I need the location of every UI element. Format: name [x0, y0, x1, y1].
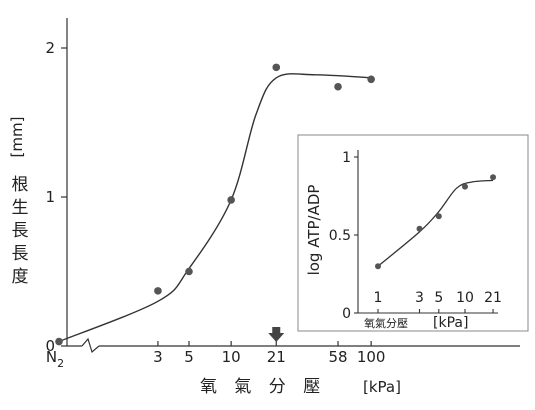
- x-tick-label: 100: [357, 348, 386, 366]
- x-tick-label: 5: [184, 348, 194, 366]
- x-tick-label: N2: [46, 348, 64, 370]
- inset-axes: [357, 150, 498, 314]
- inset-data-point: [435, 213, 442, 220]
- main-points: [55, 63, 375, 346]
- inset-data-point: [490, 174, 497, 181]
- x-axis-label: 氧 氣 分 壓: [200, 377, 326, 397]
- x-tick-label: 58: [328, 348, 347, 366]
- inset-y-tick-label: 1: [342, 150, 351, 166]
- y-axis-label-char: 生: [12, 198, 29, 218]
- inset-x-tick-label: 1: [374, 290, 383, 306]
- marker-arrow-icon: [268, 327, 285, 342]
- x-tick-label: 10: [222, 348, 241, 366]
- y-tick-label: 1: [45, 188, 55, 206]
- y-axis-label-char: 長: [12, 221, 29, 241]
- axis-break-mark: [81, 337, 100, 354]
- inset-data-point: [416, 225, 423, 232]
- y-tick-label: 2: [45, 39, 55, 57]
- inset-y-tick-label: 0.5: [329, 228, 351, 244]
- inset-frame: [297, 134, 529, 332]
- x-tick-label: 21: [267, 348, 286, 366]
- inset-data-point: [462, 183, 468, 190]
- inset-x-tick-label: 5: [434, 290, 443, 306]
- inset-x-axis-label: 氧氣分壓: [364, 316, 408, 330]
- data-point: [185, 267, 193, 276]
- main-axes: [66, 18, 520, 354]
- data-point: [367, 75, 375, 84]
- inset-y-axis-label: log ATP/ADP: [305, 185, 323, 276]
- inset-y-tick-label: 0: [342, 306, 351, 322]
- y-axis-unit: [mm]: [8, 117, 26, 158]
- inset-chart: 0 0.5 1 1 3 5 10 21 log ATP/ADP 氧氣分壓 [kPa]: [297, 134, 529, 332]
- y-axis-label-char: 根: [12, 175, 29, 195]
- inset-ticks: 0 0.5 1 1 3 5 10 21: [329, 150, 502, 322]
- inset-fitted-curve: [377, 179, 494, 267]
- x-tick-label: 3: [153, 348, 163, 366]
- fitted-curve: [58, 73, 372, 343]
- inset-x-tick-label: 10: [456, 290, 474, 306]
- inset-data-point: [375, 263, 381, 270]
- inset-points: [375, 174, 497, 270]
- inset-x-tick-label: 3: [415, 290, 424, 306]
- data-point: [272, 63, 281, 72]
- inset-x-axis-unit: [kPa]: [433, 315, 468, 331]
- data-point: [154, 287, 162, 295]
- data-point: [55, 337, 63, 346]
- data-point: [334, 82, 342, 91]
- y-axis-label-char: 長: [12, 244, 29, 264]
- x-axis-unit: [kPa]: [363, 378, 401, 396]
- main-curve: [58, 73, 372, 343]
- y-axis-label-char: 度: [12, 267, 29, 287]
- inset-curve: [377, 179, 494, 267]
- down-arrow-icon: [268, 327, 285, 342]
- y-tick-label: 0: [45, 337, 55, 355]
- data-point: [227, 196, 235, 204]
- inset-x-tick-label: 21: [484, 290, 502, 306]
